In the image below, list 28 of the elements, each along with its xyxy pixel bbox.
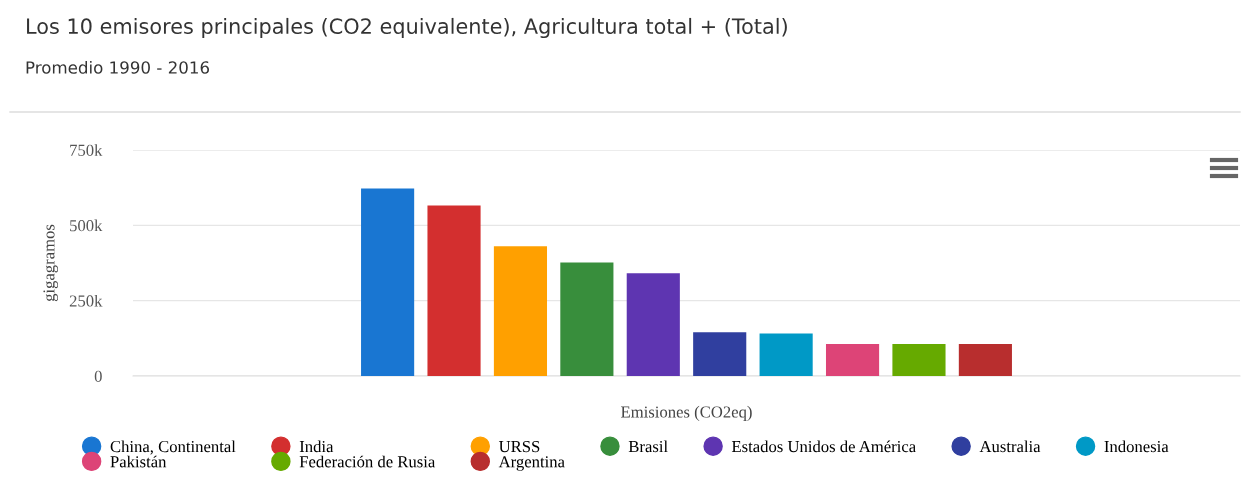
legend-label: China, Continental xyxy=(110,440,236,455)
chart-title: Los 10 emisores principales (CO2 equivalente), Agricultura total + (Total) xyxy=(27,17,787,39)
y-tick-label: 250k xyxy=(69,294,103,307)
chart-subtitle: Promedio 1990 - 2016 xyxy=(26,60,210,74)
legend-label: India xyxy=(299,440,334,453)
bar xyxy=(892,344,946,376)
bar xyxy=(427,205,481,376)
legend-label: Pakistán xyxy=(110,455,167,468)
legend-label: Federación de Rusia xyxy=(299,455,436,468)
bar xyxy=(361,188,415,376)
legend-label: Estados Unidos de América xyxy=(731,440,916,453)
legend-label: Australia xyxy=(979,440,1041,453)
bar xyxy=(493,246,548,376)
y-tick-label: 500k xyxy=(70,219,103,232)
bar xyxy=(958,344,1012,376)
legend-label: Indonesia xyxy=(1104,440,1169,453)
bar xyxy=(560,262,614,376)
y-tick-label: 750k xyxy=(70,144,103,156)
x-axis-title: Emisiones (CO2eq) xyxy=(621,405,752,421)
bar xyxy=(759,333,813,376)
y-tick-label: 0 xyxy=(94,370,102,382)
bar xyxy=(693,332,747,376)
legend-label: Argentina xyxy=(498,456,565,471)
legend-label: Brasil xyxy=(628,440,668,453)
bar xyxy=(626,273,680,376)
bar xyxy=(825,344,880,376)
legend-label: URSS xyxy=(498,440,540,453)
y-axis-title: gigagramos xyxy=(43,224,58,302)
